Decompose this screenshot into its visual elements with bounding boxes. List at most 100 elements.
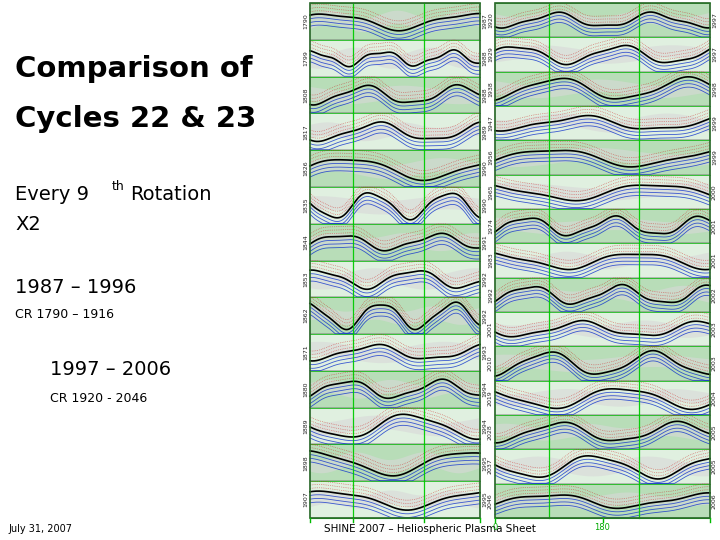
Bar (310, 408, 480, 444)
Polygon shape (495, 45, 710, 64)
Polygon shape (310, 86, 480, 104)
Bar (310, 3, 480, 518)
Text: X2: X2 (15, 215, 41, 234)
Text: SHINE 2007 – Heliospheric Plasma Sheet: SHINE 2007 – Heliospheric Plasma Sheet (324, 524, 536, 534)
Polygon shape (310, 48, 480, 69)
Polygon shape (310, 233, 480, 251)
Text: 2005: 2005 (712, 424, 717, 440)
Text: 1987: 1987 (482, 14, 487, 29)
Bar (495, 415, 710, 449)
Text: 1990: 1990 (482, 198, 487, 213)
Polygon shape (495, 457, 710, 476)
Polygon shape (310, 268, 480, 289)
Text: 1989: 1989 (482, 124, 487, 140)
Text: 1799: 1799 (303, 50, 308, 66)
Text: 1956: 1956 (488, 150, 493, 165)
Text: 1790: 1790 (303, 14, 308, 29)
Bar (495, 209, 710, 244)
Text: 1862: 1862 (303, 308, 308, 323)
Bar (495, 37, 710, 72)
Text: 2006: 2006 (712, 493, 717, 509)
Bar (310, 334, 480, 371)
Polygon shape (495, 252, 710, 269)
Bar (495, 346, 710, 381)
Bar (495, 278, 710, 312)
Text: 2019: 2019 (488, 390, 493, 406)
Bar (310, 40, 480, 77)
Bar (310, 444, 480, 481)
Text: 1998: 1998 (712, 81, 717, 97)
Polygon shape (310, 342, 480, 363)
Text: 1817: 1817 (303, 124, 308, 139)
Bar (310, 260, 480, 298)
Polygon shape (310, 307, 480, 325)
Text: 1965: 1965 (488, 184, 493, 200)
Text: 2004: 2004 (712, 390, 717, 406)
Text: 1947: 1947 (488, 115, 493, 131)
Bar (310, 150, 480, 187)
Polygon shape (310, 490, 480, 509)
Text: 1920: 1920 (488, 12, 493, 28)
Text: 1889: 1889 (303, 418, 308, 434)
Text: 1999: 1999 (712, 150, 717, 165)
Text: 1997: 1997 (712, 46, 717, 63)
Text: 1993: 1993 (482, 345, 487, 360)
Polygon shape (495, 218, 710, 234)
Bar (310, 298, 480, 334)
Polygon shape (310, 123, 480, 141)
Text: 1987 – 1996: 1987 – 1996 (15, 278, 136, 297)
Text: July 31, 2007: July 31, 2007 (8, 524, 72, 534)
Text: 2000: 2000 (712, 184, 717, 200)
Text: 2003: 2003 (712, 321, 717, 337)
Polygon shape (310, 416, 480, 436)
Polygon shape (495, 113, 710, 133)
Bar (495, 312, 710, 346)
Polygon shape (495, 389, 710, 407)
Bar (310, 371, 480, 408)
Text: 1995: 1995 (482, 455, 487, 471)
Text: 1974: 1974 (488, 218, 493, 234)
Text: 1990: 1990 (482, 161, 487, 177)
Text: 1988: 1988 (482, 87, 487, 103)
Text: 180: 180 (595, 523, 611, 532)
Bar (310, 187, 480, 224)
Text: 1991: 1991 (482, 234, 487, 250)
Text: Every 9: Every 9 (15, 185, 89, 204)
Bar (495, 140, 710, 174)
Text: 1871: 1871 (303, 345, 308, 360)
Text: 2028: 2028 (488, 424, 493, 440)
Text: 1995: 1995 (482, 492, 487, 508)
Text: 2005: 2005 (712, 458, 717, 474)
Bar (310, 113, 480, 150)
Bar (310, 224, 480, 260)
Text: Cycles 22 & 23: Cycles 22 & 23 (15, 105, 256, 133)
Text: Rotation: Rotation (130, 185, 212, 204)
Text: 1994: 1994 (482, 381, 487, 397)
Polygon shape (310, 11, 480, 32)
Polygon shape (495, 424, 710, 441)
Text: 1988: 1988 (482, 50, 487, 66)
Text: 2003: 2003 (712, 356, 717, 372)
Text: 1994: 1994 (482, 418, 487, 434)
Bar (495, 3, 710, 518)
Bar (495, 72, 710, 106)
Polygon shape (310, 196, 480, 214)
Text: CR 1920 - 2046: CR 1920 - 2046 (50, 392, 148, 405)
Polygon shape (310, 158, 480, 179)
Polygon shape (310, 380, 480, 399)
Polygon shape (495, 79, 710, 98)
Polygon shape (495, 492, 710, 509)
Text: 1898: 1898 (303, 455, 308, 471)
Text: th: th (112, 180, 125, 193)
Text: 1907: 1907 (303, 492, 308, 508)
Text: 2037: 2037 (488, 458, 493, 475)
Bar (495, 244, 710, 278)
Polygon shape (495, 286, 710, 304)
Polygon shape (495, 320, 710, 338)
Bar (310, 3, 480, 40)
Polygon shape (495, 11, 710, 30)
Text: 1826: 1826 (303, 161, 308, 177)
Text: 1997 – 2006: 1997 – 2006 (50, 360, 171, 379)
Text: 1992: 1992 (482, 271, 487, 287)
Bar (310, 481, 480, 518)
